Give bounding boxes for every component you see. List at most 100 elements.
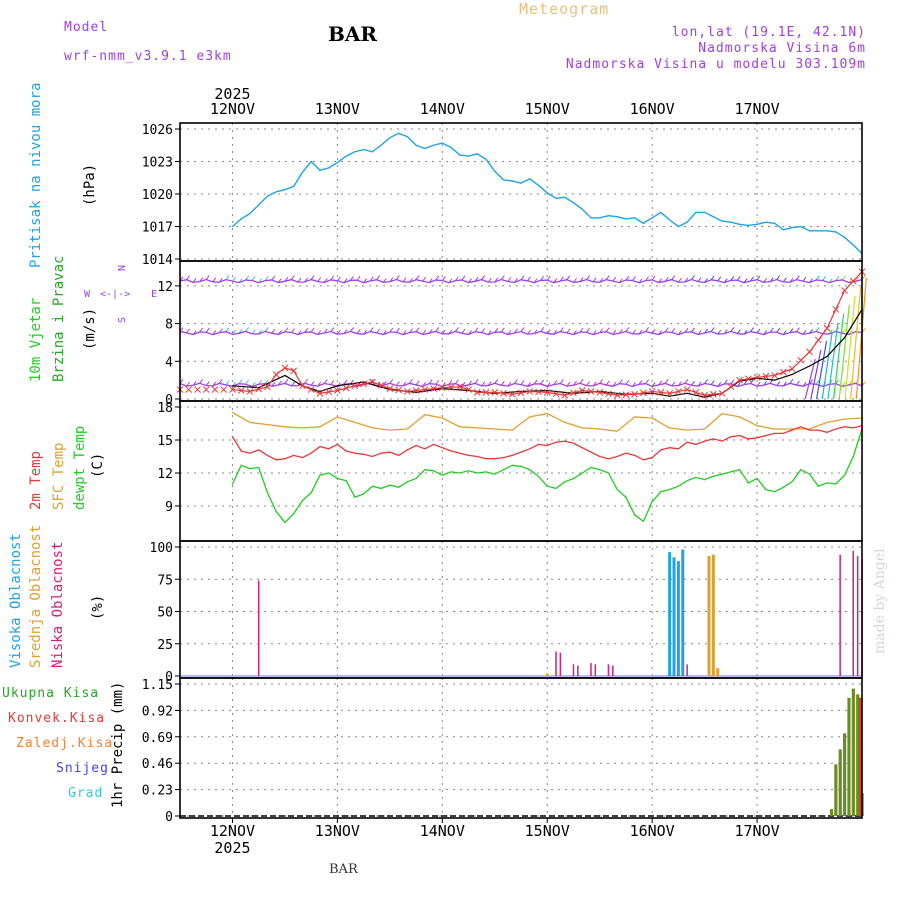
wind-arrow	[804, 358, 816, 400]
speed-cross	[744, 375, 752, 383]
data-point	[345, 155, 347, 157]
data-point	[441, 142, 443, 144]
data-point	[765, 221, 767, 223]
speed-cross	[316, 389, 324, 397]
data-point	[747, 482, 749, 484]
speed-cross	[710, 390, 717, 398]
y-tick-label: 8	[165, 318, 173, 333]
wind-barb	[540, 327, 545, 332]
data-point	[852, 455, 854, 458]
y-tick-label: 100	[150, 541, 173, 556]
cloud-bar	[612, 665, 614, 676]
data-point	[625, 452, 627, 454]
frame-layer	[175, 122, 863, 823]
data-point	[555, 441, 557, 443]
data-point	[406, 135, 408, 138]
data-point	[599, 469, 601, 471]
data-point	[231, 385, 234, 387]
speed-cross	[605, 390, 612, 398]
data-point	[695, 211, 697, 214]
wind-barb	[822, 276, 827, 281]
data-point	[546, 413, 548, 415]
day-label-bottom: 12NOV	[210, 822, 255, 840]
wind-arrow	[827, 322, 839, 400]
wind-barb	[310, 380, 315, 386]
data-point	[642, 520, 645, 523]
wind-barb	[317, 277, 322, 282]
data-point	[721, 413, 723, 415]
data-point	[511, 180, 513, 182]
wind-barb	[625, 275, 630, 281]
data-point	[319, 426, 321, 428]
wind-barb	[533, 379, 538, 385]
wind-barb	[481, 275, 486, 280]
compass-n: N	[117, 265, 128, 271]
wind-arrow	[810, 349, 822, 400]
wind-barb	[527, 276, 531, 282]
day-label-bottom: 14NOV	[420, 822, 465, 840]
data-point	[293, 454, 295, 456]
data-point	[336, 443, 338, 445]
wind-barb	[271, 328, 276, 334]
speed-cross	[377, 381, 385, 389]
gust-line	[232, 309, 863, 398]
data-point	[581, 427, 583, 429]
data-point	[371, 151, 373, 153]
wind-barb	[330, 327, 335, 332]
data-point	[293, 513, 295, 515]
wind-barb	[717, 276, 722, 282]
data-point	[485, 458, 487, 460]
data-point	[336, 161, 338, 164]
data-point	[721, 440, 723, 442]
cloud-bar	[594, 664, 597, 676]
cloud-bar	[711, 554, 715, 676]
data-point	[310, 492, 312, 494]
wind-barb	[737, 329, 741, 334]
wind-arrow	[821, 331, 833, 400]
precip-bar	[834, 764, 838, 816]
panel-frame	[179, 540, 863, 679]
wind-barb-row	[179, 278, 863, 284]
data-point	[747, 438, 749, 440]
wind-barb	[396, 275, 400, 280]
data-point	[852, 244, 854, 246]
wind-barb	[579, 327, 584, 333]
cloud-bar	[257, 580, 260, 676]
day-label-top: 13NOV	[315, 100, 360, 118]
data-point	[310, 452, 312, 454]
data-point	[284, 458, 286, 460]
data-point	[791, 429, 793, 431]
speed-cross	[587, 388, 595, 395]
data-layer	[176, 132, 867, 817]
wind-barb	[677, 277, 682, 283]
wind-barb	[494, 378, 499, 384]
cloud-bar	[668, 552, 672, 676]
wind-barb	[520, 275, 525, 281]
data-point	[686, 392, 688, 394]
speed-cross	[229, 386, 236, 393]
wind-barb	[461, 328, 466, 334]
wind-barb	[389, 378, 394, 384]
wind-barb	[651, 328, 656, 334]
speed-cross	[517, 389, 525, 397]
speed-cross	[692, 389, 700, 396]
speed-cross	[272, 371, 280, 378]
wind-barb	[441, 276, 446, 281]
data-point	[240, 464, 242, 466]
wind-barb	[238, 379, 243, 385]
speed-cross	[841, 287, 848, 294]
speed-cross	[622, 391, 630, 399]
data-point	[319, 169, 321, 171]
wind-barb	[841, 328, 846, 334]
wind-barb	[481, 328, 486, 333]
y-tick-label: 0	[165, 670, 173, 685]
wind-barb	[756, 328, 761, 334]
data-point	[319, 446, 321, 448]
data-point	[546, 389, 548, 392]
data-point	[371, 427, 373, 429]
data-point	[695, 476, 697, 478]
data-point	[354, 151, 356, 153]
wind-barb	[323, 379, 328, 384]
speed-cross	[561, 391, 569, 399]
data-point	[529, 416, 531, 418]
